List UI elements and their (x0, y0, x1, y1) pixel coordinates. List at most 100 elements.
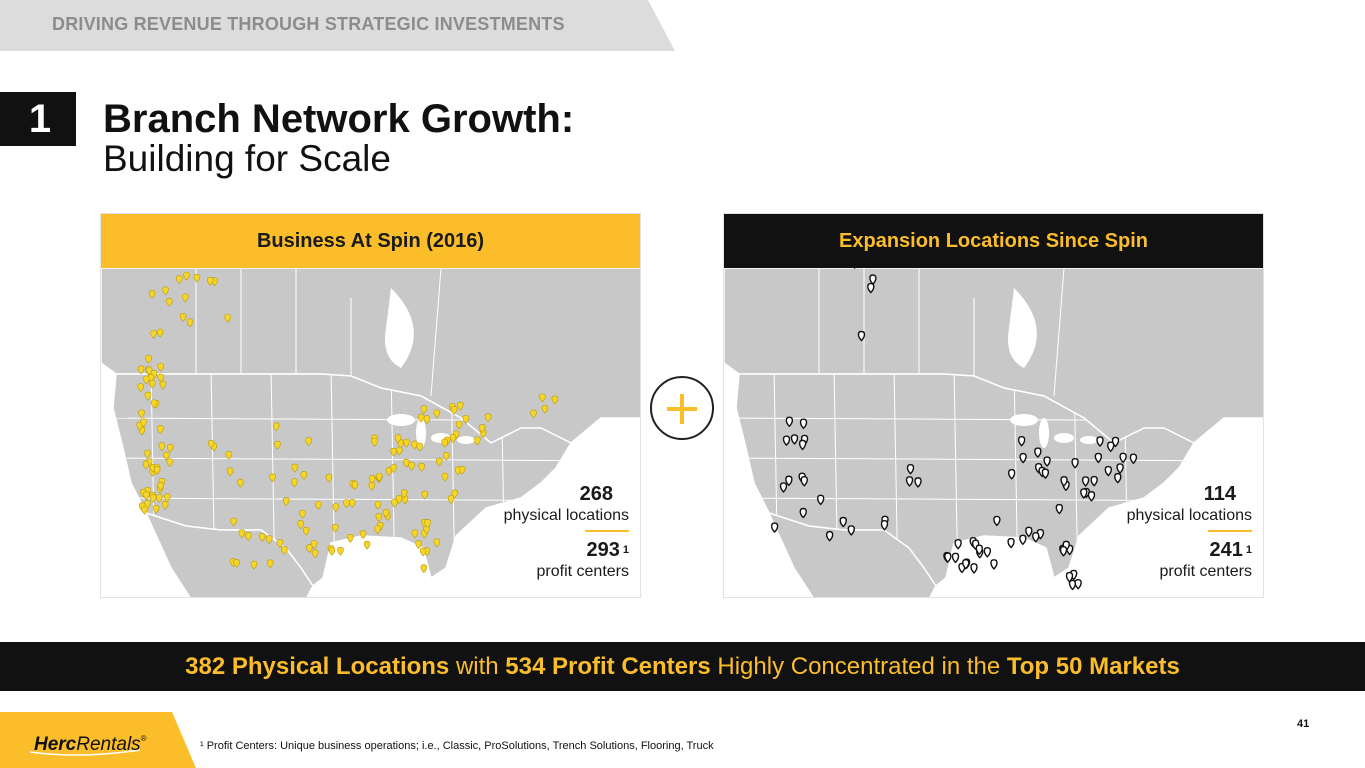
location-marker (375, 513, 383, 522)
location-marker (325, 473, 333, 483)
herc-rentals-logo: HercRentals® (0, 712, 200, 768)
location-marker (175, 275, 183, 284)
location-marker (551, 395, 559, 405)
location-marker (281, 546, 288, 555)
section-header-bar: DRIVING REVENUE THROUGH STRATEGIC INVEST… (0, 0, 675, 51)
physical-locations-label: physical locations (1126, 507, 1252, 524)
location-marker (1065, 571, 1074, 583)
location-marker (233, 559, 240, 568)
footnote-marker: 1 (1245, 544, 1252, 556)
location-marker (161, 500, 169, 510)
page-number: 41 (1297, 718, 1310, 730)
location-marker (137, 365, 145, 375)
location-marker (402, 458, 410, 468)
plus-icon (650, 376, 714, 440)
location-marker (415, 540, 422, 550)
location-marker (328, 546, 336, 556)
location-marker (1034, 447, 1042, 459)
location-marker (411, 529, 419, 539)
location-marker (368, 475, 376, 484)
location-marker (225, 451, 233, 460)
map-svg (724, 268, 1263, 597)
location-marker (983, 547, 992, 558)
location-marker (375, 472, 383, 482)
location-marker (462, 415, 470, 424)
location-marker (282, 497, 290, 506)
location-marker (451, 489, 458, 499)
location-marker (770, 522, 779, 534)
location-marker (474, 436, 481, 446)
location-marker (990, 559, 998, 570)
location-marker (1017, 435, 1026, 447)
location-marker (269, 473, 276, 483)
location-marker (343, 499, 350, 509)
location-marker (300, 471, 308, 480)
location-marker (141, 505, 148, 515)
location-marker (408, 461, 415, 471)
location-marker (424, 519, 431, 528)
location-marker (157, 373, 165, 383)
location-marker (156, 328, 164, 338)
location-marker (193, 273, 201, 283)
location-marker (441, 438, 449, 448)
location-marker (368, 481, 376, 491)
location-marker (455, 420, 463, 430)
location-marker (1107, 441, 1115, 453)
location-marker (1080, 488, 1088, 499)
location-marker (417, 413, 425, 423)
location-marker (143, 491, 150, 501)
location-marker (400, 489, 408, 499)
stats-block: 268 physical locations 293 1 profit cente… (459, 482, 629, 582)
location-marker (433, 538, 441, 548)
location-marker (224, 314, 231, 323)
location-marker (258, 533, 266, 542)
location-marker (1060, 476, 1068, 487)
location-marker (1025, 526, 1033, 538)
location-marker (158, 442, 166, 452)
location-marker (148, 379, 156, 389)
location-marker (395, 495, 403, 504)
location-marker (332, 503, 340, 512)
location-marker (186, 318, 194, 328)
location-marker (420, 405, 428, 415)
location-marker (456, 401, 464, 411)
profit-centers-label: profit centers (1159, 563, 1252, 580)
location-marker (905, 476, 914, 487)
section-label: DRIVING REVENUE THROUGH STRATEGIC INVEST… (52, 14, 565, 34)
location-marker (951, 552, 960, 564)
footnote: ¹ Profit Centers: Unique business operat… (200, 740, 714, 752)
panel-business-at-spin: Business At Spin (2016) 268 physical loc… (100, 213, 641, 598)
location-marker (779, 482, 788, 493)
location-marker (166, 297, 173, 307)
location-marker (785, 475, 793, 487)
location-marker (1114, 472, 1122, 484)
panel-header: Business At Spin (2016) (101, 214, 640, 268)
location-marker (315, 501, 322, 510)
location-marker (880, 520, 889, 531)
map-north-america (101, 268, 640, 597)
location-marker (206, 276, 214, 286)
location-marker (390, 447, 397, 457)
location-marker (382, 508, 390, 518)
location-marker (421, 490, 429, 500)
location-marker (297, 520, 305, 530)
location-marker (347, 534, 354, 543)
map-svg (101, 268, 640, 597)
location-marker (291, 478, 298, 488)
location-marker (423, 415, 431, 425)
location-marker (150, 399, 158, 409)
section-number-badge: 1 (0, 92, 76, 146)
location-marker (1071, 458, 1079, 469)
location-marker (530, 409, 537, 419)
location-marker (311, 549, 319, 559)
location-marker (142, 375, 150, 385)
location-marker (337, 546, 344, 556)
location-marker (944, 552, 952, 564)
stat-divider (585, 530, 629, 532)
location-marker (250, 560, 258, 570)
location-marker (954, 538, 962, 550)
location-marker (1090, 475, 1098, 487)
location-marker (1096, 436, 1104, 447)
location-marker (790, 434, 799, 445)
location-marker (1087, 491, 1096, 502)
